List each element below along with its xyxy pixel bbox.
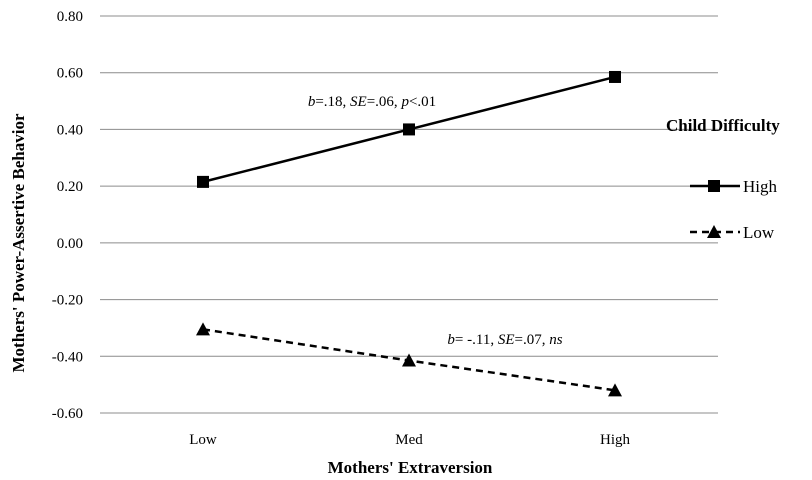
y-axis-title: Mothers' Power-Assertive Behavior	[9, 113, 28, 372]
legend-marker	[708, 180, 720, 192]
annotation-part: =.18,	[315, 94, 350, 110]
annotation-part: b	[308, 94, 316, 110]
data-point	[403, 123, 415, 136]
legend: Child Difficulty High Low	[666, 116, 780, 242]
annotation-low: b= -.11, SE=.07, ns	[447, 332, 562, 348]
x-tick-label: Low	[189, 432, 217, 448]
series-low	[196, 322, 622, 397]
legend-label: Low	[743, 223, 775, 242]
data-point	[608, 383, 622, 397]
annotation-part: SE	[498, 332, 515, 348]
series-high	[197, 70, 621, 188]
legend-marker	[707, 225, 721, 238]
y-tick-label: 0.20	[57, 179, 83, 195]
legend-label: High	[743, 177, 778, 196]
y-tick-label: -0.60	[52, 406, 83, 422]
y-tick-label: 0.80	[57, 9, 83, 25]
annotation-part: =.06,	[367, 94, 402, 110]
data-point	[402, 353, 416, 367]
data-point	[197, 175, 209, 188]
annotation-part: =.07,	[515, 332, 550, 348]
y-tick-labels: 0.80 0.60 0.40 0.20 0.00 -0.20 -0.40 -0.60	[52, 9, 83, 422]
series-lines	[196, 70, 622, 397]
legend-item-low: Low	[690, 223, 775, 242]
y-tick-label: -0.40	[52, 349, 83, 365]
y-tick-label: 0.00	[57, 236, 83, 252]
x-tick-label: Med	[395, 432, 423, 448]
y-tick-label: 0.60	[57, 66, 83, 82]
y-tick-label: 0.40	[57, 122, 83, 138]
gridlines	[100, 15, 718, 414]
annotation-part: <.01	[409, 94, 436, 110]
legend-title: Child Difficulty	[666, 116, 780, 135]
annotation-high: b=.18, SE=.06, p<.01	[308, 94, 436, 110]
x-tick-label: High	[600, 432, 631, 448]
x-axis-title: Mothers' Extraversion	[328, 458, 493, 477]
x-tick-labels: Low Med High	[189, 432, 630, 448]
data-point	[609, 70, 621, 83]
legend-item-high: High	[690, 177, 778, 196]
annotation-part: SE	[350, 94, 367, 110]
y-tick-label: -0.20	[52, 293, 83, 309]
annotations: b=.18, SE=.06, p<.01b= -.11, SE=.07, ns	[308, 94, 563, 348]
annotation-part: ns	[549, 332, 563, 348]
data-point	[196, 322, 210, 336]
annotation-part: = -.11,	[455, 332, 498, 348]
annotation-part: b	[447, 332, 455, 348]
annotation-part: p	[400, 94, 409, 110]
